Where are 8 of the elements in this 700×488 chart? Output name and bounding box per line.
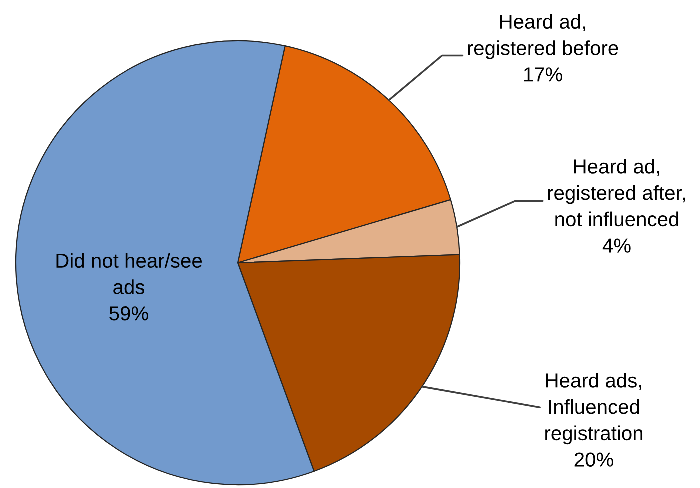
data-label: 20%: [574, 452, 614, 467]
slice-label: Heard ad, registered after, not influenced: [548, 159, 686, 227]
data-label: 17%: [524, 68, 562, 82]
slice-label: Heard ad, registered before: [468, 14, 618, 60]
data-label: 59%: [110, 306, 148, 321]
data-label: 4%: [602, 238, 631, 253]
slice-label: Did not hear/see ads: [56, 253, 202, 294]
slice-label: Heard ads, Influenced registration: [546, 373, 643, 445]
